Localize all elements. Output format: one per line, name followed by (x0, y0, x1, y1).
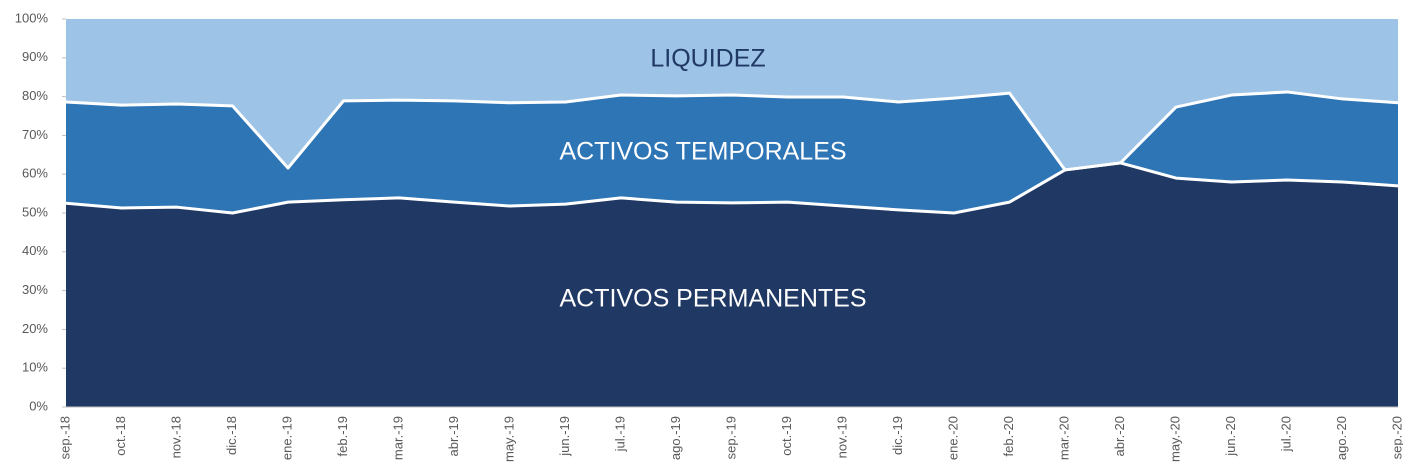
y-tick-label: 70% (22, 127, 48, 142)
x-tick-label: jun.-19 (557, 416, 572, 457)
y-tick-label: 100% (15, 10, 49, 25)
y-tick-label: 90% (22, 49, 48, 64)
x-tick-label: feb.-19 (335, 416, 350, 456)
x-tick-label: feb.-20 (1001, 416, 1016, 456)
x-tick-label: ago.-19 (668, 416, 683, 460)
y-tick-label: 10% (22, 360, 48, 375)
x-tick-label: sep.-18 (57, 416, 72, 459)
x-tick-label: may.-19 (501, 416, 516, 462)
y-tick-label: 50% (22, 204, 48, 219)
x-tick-label: nov.-19 (834, 416, 849, 458)
series-label: LIQUIDEZ (650, 45, 765, 73)
x-tick-label: abr.-20 (1112, 416, 1127, 456)
x-tick-label: nov.-18 (168, 416, 183, 458)
x-tick-label: dic.-19 (890, 416, 905, 455)
x-tick-label: ene.-19 (279, 416, 294, 460)
series-border (65, 161, 1399, 215)
y-tick-label: 0% (29, 398, 48, 413)
y-tick-label: 20% (22, 321, 48, 336)
series-label: ACTIVOS TEMPORALES (559, 138, 846, 166)
x-tick-label: sep.-20 (1389, 416, 1403, 459)
x-tick-label: may.-20 (1167, 416, 1182, 462)
y-tick-label: 80% (22, 88, 48, 103)
x-tick-label: mar.-20 (1056, 416, 1071, 460)
x-tick-label: jul.-19 (612, 416, 627, 452)
x-tick-label: ene.-20 (945, 416, 960, 460)
x-tick-label: ago.-20 (1334, 416, 1349, 460)
x-tick-label: dic.-18 (224, 416, 239, 455)
x-tick-label: mar.-19 (390, 416, 405, 460)
y-tick-label: 40% (22, 243, 48, 258)
area (66, 91, 1398, 213)
y-tick-label: 60% (22, 166, 48, 181)
series-border (65, 90, 1399, 172)
x-tick-label: sep.-19 (723, 416, 738, 459)
x-tick-label: oct.-18 (113, 416, 128, 456)
series-label: ACTIVOS PERMANENTES (560, 285, 867, 313)
area (66, 162, 1398, 407)
x-tick-label: jul.-20 (1278, 416, 1293, 452)
x-tick-label: oct.-19 (779, 416, 794, 456)
x-tick-label: abr.-19 (446, 416, 461, 456)
x-tick-label: jun.-20 (1223, 416, 1238, 457)
y-tick-label: 30% (22, 282, 48, 297)
